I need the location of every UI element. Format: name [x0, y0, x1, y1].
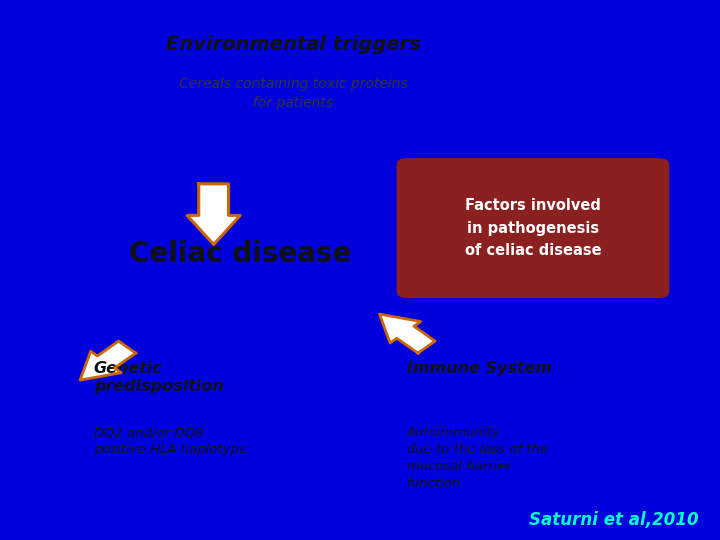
Polygon shape	[80, 341, 135, 380]
Text: Factors involved
in pathogenesis
of celiac disease: Factors involved in pathogenesis of celi…	[464, 198, 601, 258]
Text: Genetic
predisposition: Genetic predisposition	[94, 361, 224, 394]
Polygon shape	[379, 314, 435, 353]
Text: Cereals containing toxic proteins
for patients: Cereals containing toxic proteins for pa…	[179, 77, 408, 110]
Text: Environmental triggers: Environmental triggers	[166, 35, 421, 53]
Text: Celiac disease: Celiac disease	[129, 240, 351, 268]
Text: Saturni et al,2010: Saturni et al,2010	[528, 511, 698, 529]
Text: DQ2 and/or DQ8
positive HLA haplotype: DQ2 and/or DQ8 positive HLA haplotype	[94, 427, 247, 456]
FancyBboxPatch shape	[397, 158, 670, 298]
Text: Immune System: Immune System	[407, 361, 552, 376]
Polygon shape	[187, 184, 240, 245]
Text: Autoimmunity
due to the loss of the
mucosal barrier
function: Autoimmunity due to the loss of the muco…	[407, 427, 548, 490]
